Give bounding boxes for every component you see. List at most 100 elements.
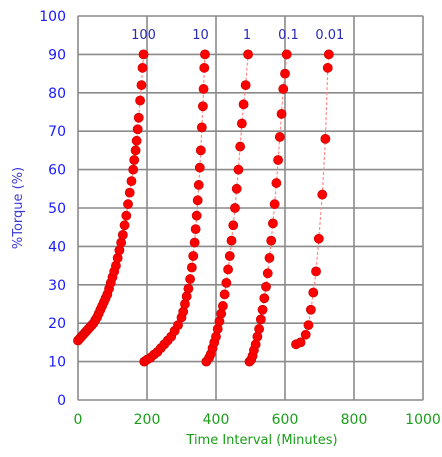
annotation-label: 0.01 (315, 28, 344, 43)
x-tick-label: 0 (74, 412, 83, 428)
data-point (276, 109, 287, 119)
data-point (136, 80, 147, 91)
data-point (123, 199, 133, 210)
data-point (128, 164, 139, 175)
y-tick-label: 70 (48, 124, 66, 140)
data-point (196, 122, 207, 133)
data-point (311, 266, 321, 277)
y-tick-label: 40 (48, 239, 66, 255)
data-point (124, 187, 135, 198)
y-axis-label: %Torque (%) (11, 167, 26, 249)
data-point (261, 281, 271, 292)
data-point (130, 145, 141, 156)
data-point (119, 220, 130, 231)
data-point (132, 124, 143, 135)
data-point (231, 183, 242, 194)
data-point (235, 141, 246, 152)
data-point (183, 283, 194, 294)
data-point (192, 195, 203, 206)
y-tick-label: 30 (48, 278, 66, 294)
data-point (133, 112, 144, 123)
data-point (274, 132, 285, 142)
data-point (259, 293, 270, 304)
data-point (255, 314, 266, 325)
data-point (262, 268, 273, 279)
data-point (199, 62, 210, 73)
data-point (194, 162, 205, 173)
data-point (228, 220, 239, 231)
data-point (269, 199, 280, 210)
data-point (137, 62, 148, 73)
data-point (313, 233, 324, 244)
y-tick-label: 90 (48, 47, 66, 63)
annotation-label: 0.1 (278, 28, 299, 43)
data-point (300, 329, 311, 340)
data-point (317, 189, 328, 200)
data-point (197, 101, 208, 112)
data-point (185, 274, 196, 284)
data-point (268, 218, 278, 229)
data-point (280, 68, 290, 79)
y-tick-label: 60 (48, 163, 66, 179)
data-point (188, 251, 199, 261)
data-point (129, 155, 140, 165)
data-points (73, 49, 334, 367)
data-point (195, 145, 206, 156)
data-point (320, 133, 331, 144)
data-point (266, 235, 277, 246)
data-point (323, 49, 334, 60)
data-point (295, 337, 306, 348)
data-point (117, 229, 128, 240)
y-tick-label: 10 (48, 355, 66, 371)
data-point (308, 287, 319, 298)
data-point (200, 49, 210, 60)
data-point (191, 210, 202, 221)
x-axis-label: Time Interval (Minutes) (185, 433, 337, 448)
y-tick-label: 100 (39, 9, 66, 25)
data-point (281, 49, 292, 60)
curve-annotations: 100 10 1 0.1 0.01 (131, 28, 344, 43)
data-point (198, 84, 209, 94)
data-point (322, 62, 333, 73)
y-axis-ticks: 0 10 20 30 40 50 60 70 80 90 100 (39, 9, 66, 409)
data-point (303, 320, 314, 331)
x-tick-label: 200 (134, 412, 161, 428)
data-point (233, 164, 244, 175)
y-tick-label: 0 (57, 393, 66, 409)
x-axis-ticks: 0 200 400 600 800 1000 (74, 412, 441, 428)
data-point (138, 49, 149, 60)
data-point (186, 262, 197, 273)
data-point (121, 210, 132, 221)
data-point (221, 277, 232, 288)
data-point (238, 99, 249, 110)
annotation-label: 1 (243, 28, 251, 43)
data-point (257, 304, 268, 315)
data-point (271, 178, 282, 188)
data-point (254, 324, 265, 334)
y-tick-label: 50 (48, 201, 66, 217)
data-point (131, 135, 142, 146)
data-point (226, 235, 237, 246)
data-point (243, 49, 253, 60)
data-point (230, 203, 240, 213)
data-point (224, 251, 235, 261)
data-point (223, 264, 233, 275)
data-point (193, 180, 204, 190)
data-point (217, 301, 228, 311)
y-tick-label: 80 (48, 86, 66, 102)
x-tick-label: 400 (203, 412, 230, 428)
data-point (264, 253, 275, 263)
y-tick-label: 20 (48, 316, 66, 332)
data-point (305, 304, 316, 315)
data-point (278, 84, 289, 94)
data-point (190, 224, 201, 235)
annotation-label: 100 (131, 28, 156, 43)
x-tick-label: 600 (272, 412, 299, 428)
data-point (240, 80, 251, 91)
data-point (219, 289, 230, 300)
data-point (135, 95, 145, 106)
x-tick-label: 1000 (405, 412, 441, 428)
data-point (236, 118, 247, 129)
data-point (189, 237, 200, 248)
annotation-label: 10 (192, 28, 209, 43)
